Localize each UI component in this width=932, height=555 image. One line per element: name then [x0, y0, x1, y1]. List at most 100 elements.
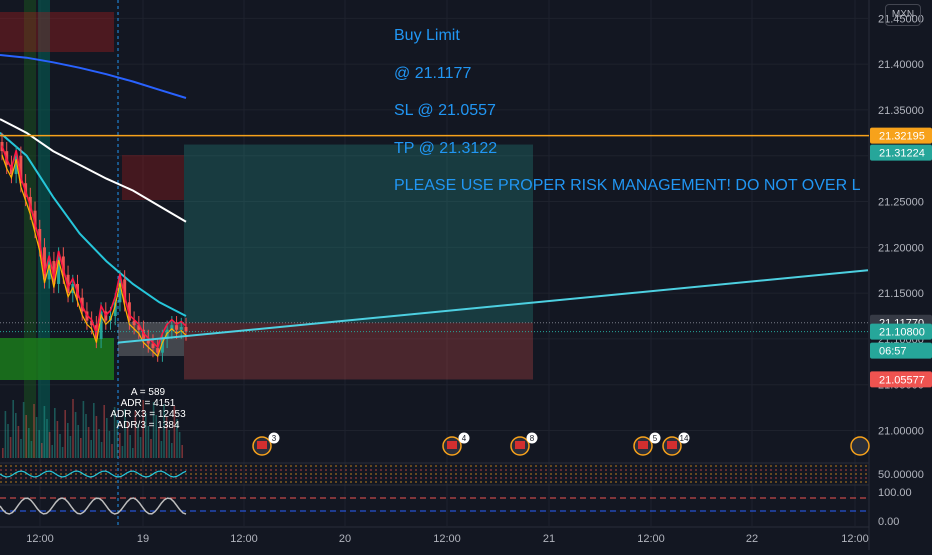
- candle-body: [146, 338, 150, 344]
- fast-ema-line: [1, 145, 187, 349]
- volume-bar: [7, 424, 9, 458]
- event-flag-fill: [667, 441, 677, 449]
- candle-body: [123, 279, 127, 303]
- price-tag-label: 21.31224: [879, 148, 925, 160]
- candle-body: [47, 261, 51, 280]
- volume-bar: [119, 433, 121, 458]
- price-tag-box[interactable]: [870, 342, 932, 359]
- medium-ema-line: [1, 154, 187, 358]
- volume-bar: [126, 422, 129, 458]
- candle-body: [137, 325, 141, 330]
- volume-bar: [142, 400, 144, 458]
- stop-loss-zone[interactable]: [184, 322, 533, 380]
- price-axis-panel[interactable]: [869, 0, 932, 550]
- price-tag-box[interactable]: [870, 127, 932, 144]
- oscillator-tick-label: 100.00: [878, 487, 912, 499]
- event-count-badge: [526, 432, 538, 444]
- candle-body: [42, 247, 46, 280]
- volume-bar: [87, 427, 90, 458]
- trendline[interactable]: [117, 269, 869, 344]
- volume-bar: [129, 435, 131, 458]
- volume-bar: [155, 415, 157, 458]
- x-tick-label: 12:00: [26, 533, 54, 545]
- x-tick-label: 12:00: [433, 533, 461, 545]
- stat-adr-x3: ADR X3 = 12453: [110, 409, 186, 420]
- event-flag-icon[interactable]: [850, 436, 870, 456]
- stat-a: A = 589: [130, 387, 166, 398]
- volume-bar: [173, 406, 176, 458]
- volume-bar: [150, 439, 152, 458]
- candle-body: [179, 327, 183, 330]
- volume-bar: [152, 402, 155, 458]
- volume-bar: [160, 441, 163, 458]
- event-count-label: 8: [530, 434, 535, 443]
- take-profit-zone[interactable]: [184, 144, 533, 323]
- currency-badge[interactable]: MXN: [885, 4, 921, 26]
- volume-bar: [108, 431, 111, 458]
- candle-body: [160, 338, 164, 353]
- volume-bar: [163, 404, 165, 458]
- candle-body: [61, 256, 65, 275]
- volume-bar: [74, 412, 77, 458]
- volume-bar: [100, 442, 103, 458]
- candle-body: [19, 155, 23, 184]
- volume-bar: [93, 403, 95, 458]
- volume-bar: [9, 437, 12, 458]
- event-flag-fill: [257, 441, 267, 449]
- volume-bar: [82, 401, 85, 458]
- volume-bar: [72, 399, 74, 458]
- candle-body: [38, 229, 42, 248]
- event-count-label: 4: [462, 434, 467, 443]
- volume-bar: [2, 448, 4, 458]
- volume-bar: [56, 421, 59, 458]
- x-tick-label: 21: [543, 533, 555, 545]
- volume-bar: [147, 426, 150, 458]
- volume-bar: [134, 411, 137, 458]
- volume-bar: [43, 406, 46, 458]
- candle-body: [33, 210, 37, 229]
- candle-body: [127, 302, 131, 321]
- y-tick-label: 21.20000: [878, 242, 924, 254]
- moving-average-line: [0, 54, 187, 99]
- volume-bar: [69, 436, 72, 458]
- volume-bar: [116, 420, 118, 458]
- price-tag-label: 21.10800: [879, 327, 925, 339]
- event-flag-fill: [447, 441, 457, 449]
- event-count-badge: [268, 432, 280, 444]
- event-count-badge: [649, 432, 661, 444]
- volume-bar: [4, 411, 7, 458]
- volume-bar: [181, 445, 183, 458]
- candle-body: [52, 261, 56, 284]
- event-flag-fill: [638, 441, 648, 449]
- volume-bar: [25, 415, 27, 458]
- volume-bar: [54, 408, 56, 458]
- y-tick-label: 21.40000: [878, 59, 924, 71]
- volume-bar: [124, 409, 126, 458]
- candle-body: [66, 274, 70, 294]
- annotation-entry: @ 21.1177: [394, 65, 472, 82]
- y-tick-label: 21.00000: [878, 426, 924, 438]
- annotation-buy-limit: Buy Limit: [394, 27, 460, 44]
- volume-bar: [95, 416, 98, 458]
- event-count-badge: [458, 432, 470, 444]
- y-tick-label: 21.45000: [878, 13, 924, 25]
- volume-bar: [77, 425, 79, 458]
- volume-bar: [28, 428, 30, 458]
- price-tag-box[interactable]: [870, 323, 932, 340]
- price-tag-box[interactable]: [870, 371, 932, 388]
- event-flag-fill: [515, 441, 525, 449]
- price-tag-label: 21.05577: [879, 374, 925, 386]
- candle-body: [118, 279, 122, 303]
- volume-bar: [121, 446, 124, 458]
- supply-zone: [0, 12, 114, 52]
- event-count-label: 14: [680, 434, 689, 443]
- volume-bar: [158, 428, 160, 458]
- annotation-take-profit: TP @ 21.3122: [394, 140, 498, 157]
- price-tag-box[interactable]: [870, 144, 932, 161]
- x-tick-label: 12:00: [637, 533, 665, 545]
- supply-zone-2: [122, 155, 184, 200]
- volume-bar: [145, 413, 147, 458]
